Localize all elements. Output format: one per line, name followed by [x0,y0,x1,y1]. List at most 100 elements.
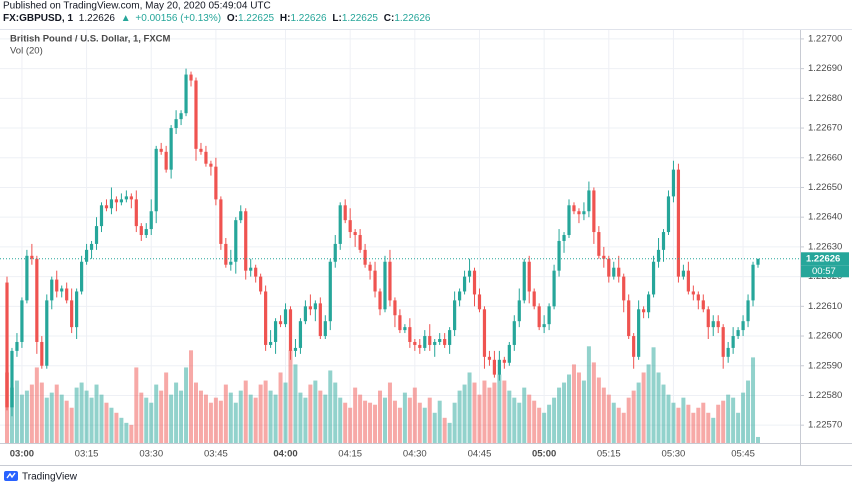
volume-bar [586,346,591,443]
volume-bar [512,397,517,443]
volume-bar [676,407,681,443]
candle-body [562,235,566,241]
candle-body [453,300,457,331]
candle-body [134,199,138,227]
volume-bar [144,397,149,443]
candle-body [224,243,228,265]
volume-bar [701,402,706,443]
volume-bar [179,390,184,443]
footer-logo [4,471,18,481]
volume-bar [333,382,338,443]
volume-bar [149,402,154,443]
volume-bar [581,380,586,443]
volume-bar [89,397,94,443]
candle-body [119,199,123,203]
volume-bar [532,400,537,443]
candle-body [199,148,203,152]
volume-bar [233,402,238,443]
candle-body [249,267,253,271]
volume-bar [706,412,711,443]
volume-bar [189,350,194,443]
candle-body [214,166,218,200]
candle-body [507,344,511,363]
candle-body [537,306,541,328]
volume-bar [631,390,636,443]
change: +0.00156 (+0.13%) [135,13,221,24]
y-tick-label: 1.22580 [808,390,842,401]
volume-bar [636,382,641,443]
volume-bar [213,397,218,443]
volume-bar [547,404,552,443]
candle-body [423,336,427,348]
y-tick-label: 1.22700 [808,33,842,44]
candle-body [408,327,412,342]
candle-body [393,300,397,316]
volume-bar [611,402,616,443]
candle-body [144,229,148,236]
candle-body [298,321,303,348]
volume-bar [109,407,114,443]
volume-bar [626,397,631,443]
volume-bar [746,380,751,443]
volume-bar [397,407,402,443]
volume-bar [477,394,482,443]
volume-bar [686,404,691,443]
volume-bar [348,407,353,443]
volume-bar [751,357,756,443]
volume-bar [442,417,447,443]
candle-body [676,169,681,277]
volume-bar [99,394,104,443]
candle-body [522,261,526,301]
volume-bar [258,384,263,443]
volume-bar [278,372,283,443]
candle-body [84,249,89,262]
candle-body [651,261,656,295]
candle-body [5,282,9,408]
grid-layer [0,30,800,443]
volume-bar [243,380,248,443]
candle-body [721,327,725,357]
ohlc-label: L: [332,13,341,24]
y-tick-label: 1.22650 [808,182,842,193]
volume-bar [542,412,547,443]
volume-bar [228,392,233,443]
x-tick-label: 04:00 [273,449,297,460]
volume-bar [382,397,387,443]
volume-bar [432,412,437,443]
volume-bar [571,364,576,443]
candle-body [457,291,462,301]
volume-bar [527,394,532,443]
volume-bar [288,350,293,443]
volume-bar [621,412,626,443]
ohlc-value: 1.22626 [394,13,431,24]
candle-body [348,220,352,233]
volume-bar [567,374,572,443]
volume-bar [552,397,557,443]
x-tick-label: 03:15 [75,449,99,460]
y-tick-label: 1.22610 [808,301,842,312]
volume-bar [601,387,606,443]
candle-body [398,315,402,331]
candle-body [129,196,133,200]
candle-body [124,196,128,200]
candle-body [229,261,233,265]
y-tick-label: 1.22640 [808,212,842,223]
candle-body [403,327,407,331]
candle-body [234,220,238,262]
volume-bar [716,404,721,443]
volume-bar [721,400,726,443]
candle-body [308,306,312,310]
candle-body [378,291,382,310]
candle-body [104,205,109,209]
volume-bar [358,394,363,443]
volume-bar [557,387,562,443]
volume-bar [452,402,457,443]
candle-body [736,330,740,337]
candle-body [572,205,576,212]
candle-body [413,341,417,345]
candle-body [254,267,258,277]
published-line: Published on TradingView.com, May 20, 20… [3,1,271,12]
candle-body [462,276,467,292]
candle-body [627,300,631,337]
ohlc-value: 1.22626 [290,13,327,24]
